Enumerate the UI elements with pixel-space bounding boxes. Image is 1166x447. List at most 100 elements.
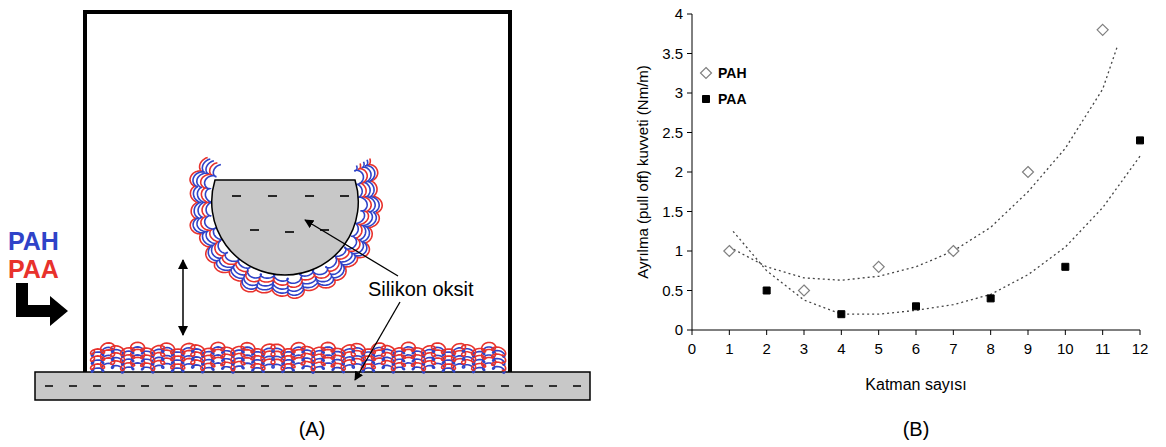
surface-charge: [453, 385, 461, 387]
surface-charge: [477, 385, 485, 387]
polymer-label: PAA: [8, 255, 59, 283]
panel-label: (B): [903, 418, 930, 440]
x-tick: [1140, 330, 1141, 335]
surface-charge: [213, 385, 221, 387]
y-tick-label: 1: [675, 242, 683, 259]
data-point: [948, 246, 959, 257]
x-tick: [878, 330, 879, 335]
data-point: [724, 246, 735, 257]
film-layer: [91, 342, 506, 355]
surface-charge: [405, 385, 413, 387]
surface-charge: [117, 385, 125, 387]
x-tick: [916, 330, 917, 335]
surface-charge: [141, 385, 149, 387]
polymer-label: PAH: [8, 227, 59, 255]
surface-charge: [525, 385, 533, 387]
surface-charge: [429, 385, 437, 387]
panel-label: (A): [299, 418, 326, 440]
cell-box: [85, 12, 510, 372]
x-tick-label: 5: [874, 340, 882, 357]
x-tick: [1028, 330, 1029, 335]
trend-line: [729, 46, 1117, 281]
trend-line: [733, 156, 1140, 314]
legend-marker: [701, 68, 712, 79]
y-tick: [687, 330, 692, 331]
y-tick: [687, 290, 692, 291]
x-tick: [990, 330, 991, 335]
y-tick: [687, 132, 692, 133]
x-tick-label: 4: [837, 340, 845, 357]
surface-charge: [165, 385, 173, 387]
y-tick: [687, 53, 692, 54]
annotation-arrow: [305, 220, 398, 276]
x-tick: [953, 330, 954, 335]
surface-charge: [573, 385, 581, 387]
y-tick-label: 2: [675, 163, 683, 180]
data-point: [1097, 24, 1108, 35]
x-tick: [1102, 330, 1103, 335]
data-point: [799, 285, 810, 296]
surface-charge: [189, 385, 197, 387]
lens-charge: [250, 229, 259, 231]
x-tick-label: 3: [800, 340, 808, 357]
lens: [212, 180, 359, 275]
legend-marker: [703, 96, 710, 103]
substrate: [35, 372, 590, 400]
x-tick: [804, 330, 805, 335]
x-tick-label: 8: [986, 340, 994, 357]
y-tick: [687, 93, 692, 94]
lens-charge: [305, 195, 314, 197]
y-tick: [687, 211, 692, 212]
x-tick-label: 0: [688, 340, 696, 357]
data-point: [873, 261, 884, 272]
x-tick-label: 9: [1024, 340, 1032, 357]
x-tick-label: 2: [762, 340, 770, 357]
figure: Silikon oksitPAHPAA(A)012345678910111200…: [0, 0, 1166, 447]
surface-charge: [357, 385, 365, 387]
x-tick: [692, 330, 693, 335]
x-tick-label: 11: [1095, 340, 1111, 357]
lens-coating: [190, 158, 382, 299]
y-tick-label: 0: [675, 321, 683, 338]
x-tick: [729, 330, 730, 335]
data-point: [838, 311, 845, 318]
y-tick-label: 1.5: [662, 203, 683, 220]
x-tick: [1065, 330, 1066, 335]
inlet-arrow: [16, 283, 68, 326]
surface-charge: [333, 385, 341, 387]
surface-charge: [69, 385, 77, 387]
surface-charge: [237, 385, 245, 387]
data-point: [1062, 263, 1069, 270]
surface-charge: [381, 385, 389, 387]
data-point: [987, 295, 994, 302]
lens-charge: [268, 195, 277, 197]
x-tick: [841, 330, 842, 335]
y-tick: [687, 172, 692, 173]
legend-label: PAA: [718, 91, 747, 107]
surface-charge: [309, 385, 317, 387]
surface-charge: [261, 385, 269, 387]
lens-charge: [232, 195, 241, 197]
data-point: [1023, 167, 1034, 178]
x-tick-label: 12: [1132, 340, 1149, 357]
x-tick-label: 6: [912, 340, 920, 357]
y-tick-label: 2.5: [662, 124, 683, 141]
data-point: [1137, 137, 1144, 144]
y-tick-label: 4: [675, 5, 683, 22]
distance-arrow: [182, 260, 184, 335]
y-axis-title: Ayrılma (pull off) kuvveti (Nm/m): [634, 65, 651, 279]
x-tick-label: 1: [725, 340, 733, 357]
y-tick: [687, 251, 692, 252]
panel-b: 012345678910111200.511.522.533.54Katman …: [634, 5, 1148, 440]
annotation: Silikon oksit: [368, 278, 474, 300]
panel-a: Silikon oksit PAHPAA (A): [8, 12, 590, 440]
plot-area: [724, 24, 1144, 317]
x-axis-title: Katman sayısı: [865, 376, 966, 393]
data-point: [913, 303, 920, 310]
y-tick: [687, 14, 692, 15]
x-tick-label: 10: [1057, 340, 1074, 357]
surface-charge: [501, 385, 509, 387]
surface-charge: [93, 385, 101, 387]
legend-label: PAH: [718, 65, 747, 81]
x-tick: [766, 330, 767, 335]
